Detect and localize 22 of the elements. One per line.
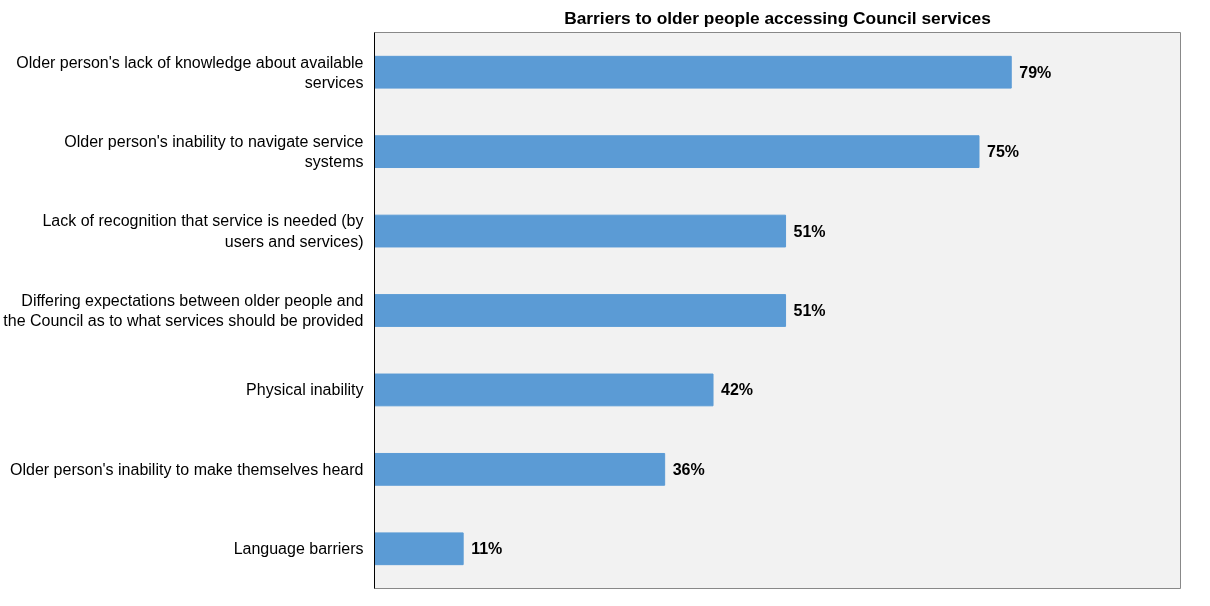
bar (374, 532, 464, 566)
data-label: 79% (1019, 63, 1052, 81)
data-label: 51% (793, 222, 826, 240)
bar (374, 373, 714, 407)
bar (374, 294, 787, 327)
y-tick-label: Lack of recognition that service is needed (by users and services) (42, 212, 364, 250)
bar (374, 55, 1012, 89)
bar (374, 135, 980, 169)
data-label: 42% (721, 381, 754, 399)
bar (374, 452, 666, 486)
y-tick-label: Differing expectations between older people and the Council as to what services should be provided (3, 291, 364, 330)
data-label: 51% (793, 302, 826, 319)
bar (374, 214, 787, 248)
data-label: 75% (987, 143, 1020, 161)
data-label: 36% (672, 460, 705, 478)
y-tick-label: Physical inability (246, 381, 364, 399)
y-tick-label: Language barriers (233, 540, 364, 558)
chart-title: Barriers to older people accessing Council services (564, 7, 991, 28)
y-tick-label: Older person's lack of knowledge about available services (16, 53, 364, 91)
data-label: 11% (471, 540, 503, 558)
y-tick-label: Older person's inability to navigate service systems (64, 132, 364, 171)
y-tick-label: Older person's inability to make themselves heard (10, 460, 364, 478)
